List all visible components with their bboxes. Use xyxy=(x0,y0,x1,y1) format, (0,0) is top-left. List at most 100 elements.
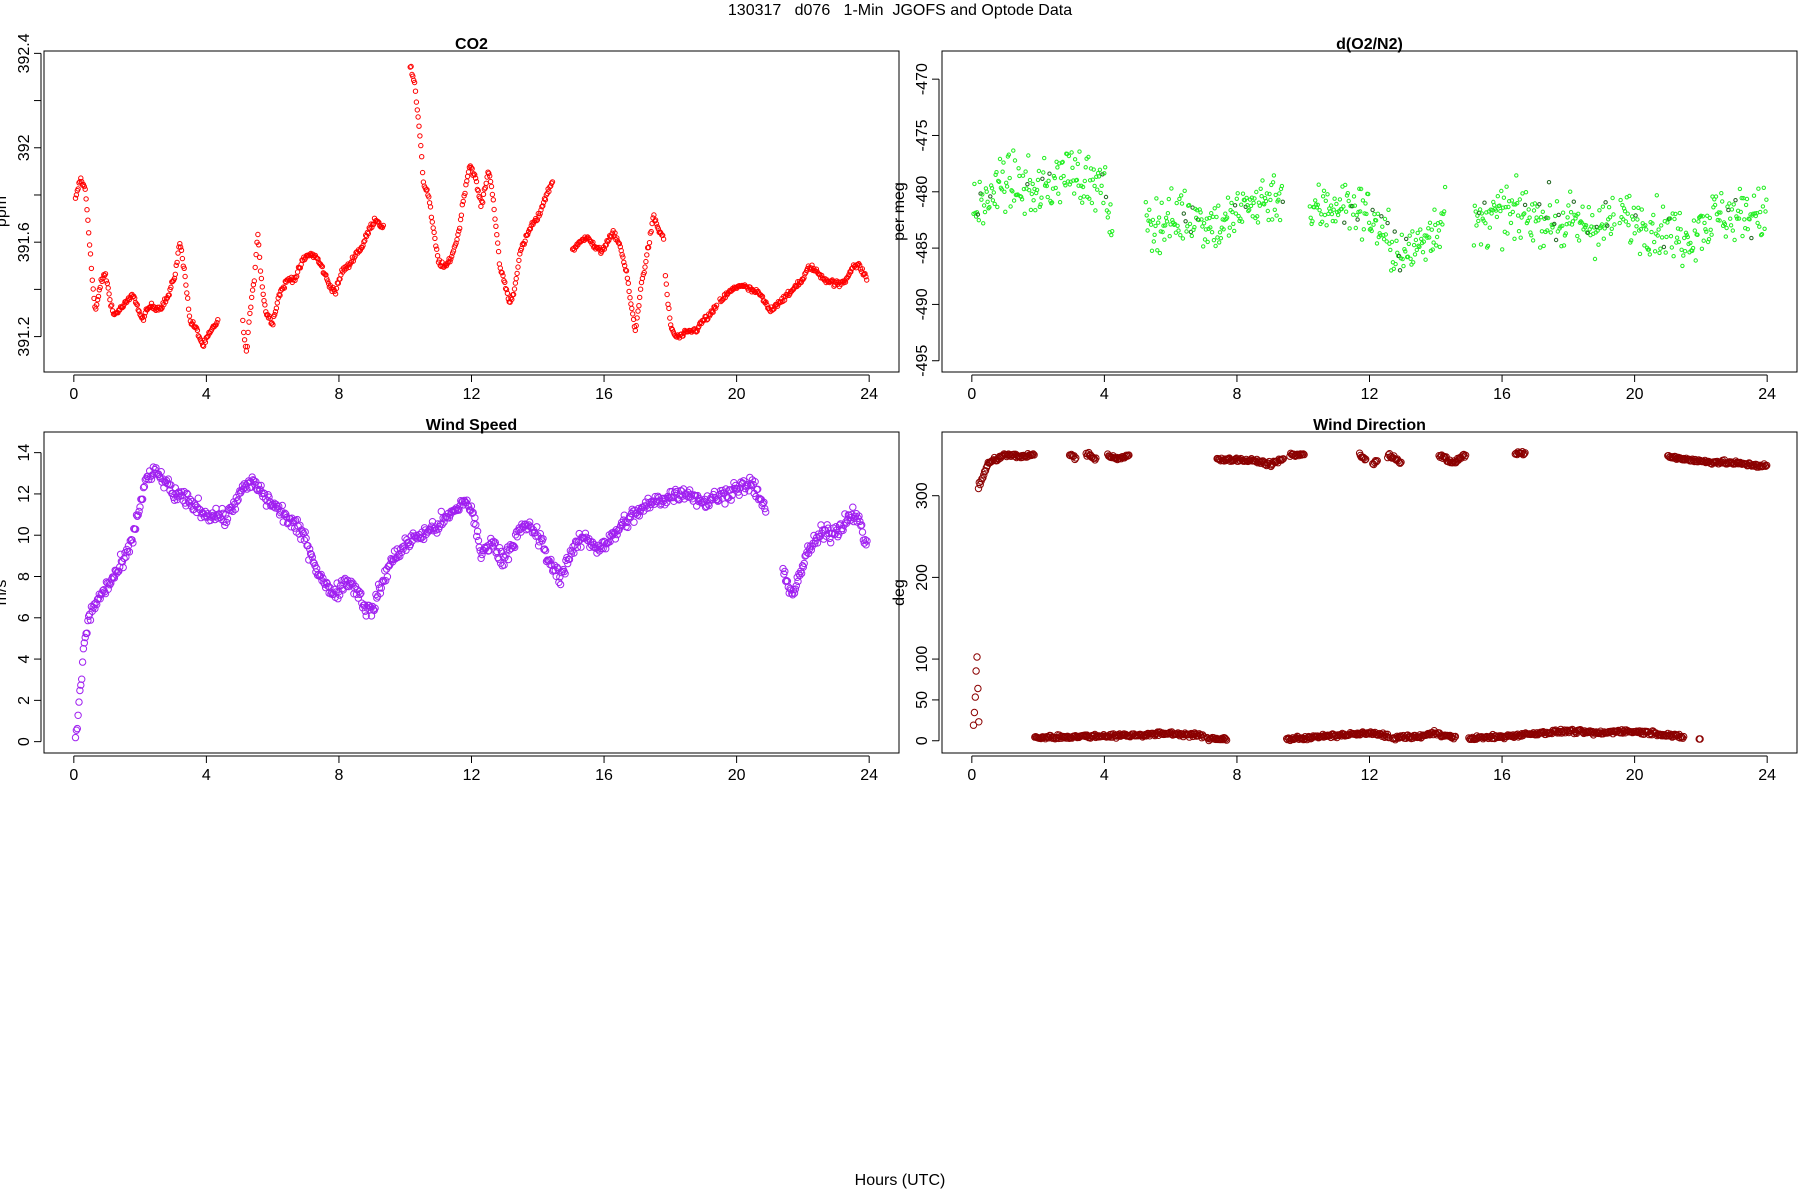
data-point xyxy=(347,577,355,585)
data-point xyxy=(162,296,168,302)
data-point xyxy=(546,560,554,569)
data-point xyxy=(1726,207,1731,213)
data-point xyxy=(1223,211,1228,216)
panel-title: Wind Direction xyxy=(1313,417,1426,434)
data-point xyxy=(1764,197,1769,202)
data-point xyxy=(272,311,278,318)
data-point xyxy=(980,192,985,197)
data-point xyxy=(491,538,499,547)
data-point xyxy=(1343,182,1348,188)
x-axis: 0 4 8 12 16 20 24 xyxy=(967,374,1776,403)
data-point xyxy=(1317,208,1322,213)
data-point xyxy=(1295,451,1303,460)
data-point xyxy=(1609,226,1615,232)
data-point xyxy=(1222,735,1230,743)
data-point xyxy=(1522,202,1528,208)
data-point xyxy=(835,530,843,539)
x-tick-label: 8 xyxy=(1232,386,1241,403)
x-tick-label: 20 xyxy=(728,386,746,403)
data-point xyxy=(1266,217,1271,223)
data-point xyxy=(334,595,342,603)
data-point xyxy=(178,492,187,500)
y-tick-label: 14 xyxy=(16,444,33,462)
data-point xyxy=(1636,205,1641,211)
data-point xyxy=(1061,173,1066,179)
data-point xyxy=(1375,211,1381,217)
data-point xyxy=(1101,200,1106,206)
x-tick-label: 4 xyxy=(1100,386,1109,403)
data-point xyxy=(1601,236,1607,241)
data-point xyxy=(495,248,502,255)
data-point xyxy=(852,510,861,518)
data-point xyxy=(1564,727,1572,735)
data-point xyxy=(1730,228,1736,233)
data-point xyxy=(549,179,556,185)
data-point xyxy=(1148,222,1154,227)
data-point xyxy=(352,253,358,259)
y-tick-label: 391.6 xyxy=(16,222,33,262)
y-tick-label: 6 xyxy=(16,613,33,622)
data-point xyxy=(982,209,988,215)
data-point xyxy=(1479,211,1485,216)
data-point xyxy=(1629,238,1634,243)
data-point xyxy=(1257,203,1263,208)
x-tick-label: 12 xyxy=(463,386,481,403)
data-point xyxy=(177,241,183,247)
data-point xyxy=(714,497,722,505)
figure-xlabel: Hours (UTC) xyxy=(854,1172,946,1189)
data-point xyxy=(473,178,480,185)
data-point xyxy=(1652,249,1658,254)
data-point xyxy=(1144,213,1149,218)
data-point xyxy=(746,473,754,482)
x-tick-label: 20 xyxy=(1626,767,1644,784)
data-point xyxy=(635,512,643,520)
data-point xyxy=(1007,175,1012,181)
data-point xyxy=(85,217,91,223)
data-point xyxy=(1323,198,1329,204)
data-point xyxy=(1386,207,1391,213)
data-point xyxy=(1233,211,1239,216)
data-point xyxy=(972,667,980,675)
data-point xyxy=(257,481,265,490)
data-point xyxy=(168,284,174,290)
y-tick-label: 10 xyxy=(16,526,33,544)
data-point xyxy=(1655,233,1660,238)
data-point xyxy=(325,278,331,284)
data-point xyxy=(1176,228,1181,233)
data-point xyxy=(1427,220,1433,226)
data-point xyxy=(1391,455,1399,463)
data-point xyxy=(612,230,618,236)
data-point xyxy=(581,529,590,537)
data-point xyxy=(1377,231,1382,236)
data-point xyxy=(158,306,164,312)
data-point xyxy=(979,197,984,202)
data-point xyxy=(178,247,185,254)
data-point xyxy=(1179,201,1185,206)
data-point xyxy=(1366,220,1372,226)
data-point xyxy=(1523,190,1529,195)
data-point xyxy=(1422,233,1427,238)
data-point xyxy=(417,133,423,139)
data-point xyxy=(1759,232,1765,237)
data-point xyxy=(306,550,315,558)
data-point xyxy=(1756,186,1761,191)
data-point xyxy=(256,242,262,248)
data-point xyxy=(1432,207,1437,212)
data-point xyxy=(118,558,127,566)
data-point xyxy=(1617,220,1622,226)
data-point xyxy=(1425,235,1430,240)
data-point xyxy=(1713,194,1719,199)
data-point xyxy=(477,554,485,562)
data-point xyxy=(247,310,253,317)
data-point xyxy=(1391,266,1397,271)
data-point xyxy=(1512,236,1517,242)
data-point xyxy=(1579,220,1584,225)
data-point xyxy=(406,540,415,549)
data-point xyxy=(499,270,505,276)
data-point xyxy=(431,229,437,236)
data-point xyxy=(1521,449,1529,457)
data-point xyxy=(1201,221,1207,226)
data-point xyxy=(254,481,263,489)
data-point xyxy=(1155,248,1160,253)
data-point xyxy=(1027,451,1036,460)
